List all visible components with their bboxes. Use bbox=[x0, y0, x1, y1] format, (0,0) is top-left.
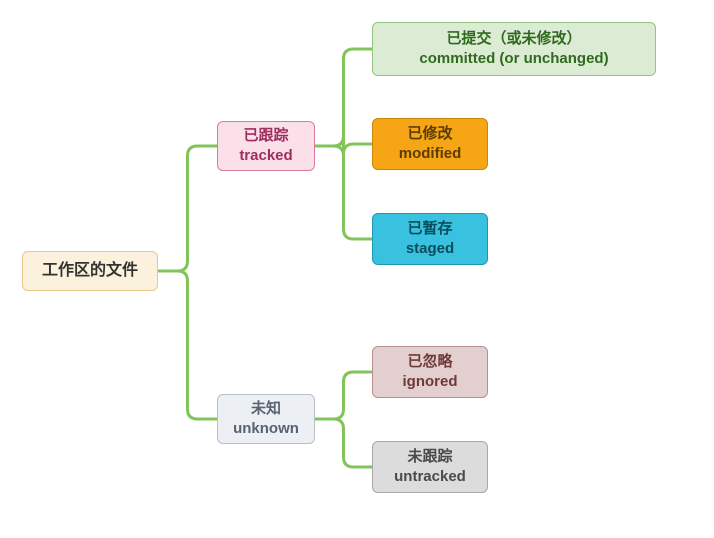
node-root-label: 工作区的文件 bbox=[42, 260, 138, 282]
node-untracked: 未跟踪 untracked bbox=[372, 441, 488, 493]
node-ignored-line1: 已忽略 bbox=[407, 352, 452, 372]
node-ignored: 已忽略 ignored bbox=[372, 346, 488, 398]
node-tracked-line1: 已跟踪 bbox=[243, 126, 288, 146]
node-unknown: 未知 unknown bbox=[217, 394, 315, 444]
node-untracked-line2: untracked bbox=[394, 467, 466, 487]
node-committed-line1: 已提交（或未修改） bbox=[446, 29, 581, 49]
node-unknown-line1: 未知 bbox=[251, 399, 281, 419]
node-tracked-line2: tracked bbox=[239, 146, 292, 166]
node-modified-line1: 已修改 bbox=[407, 124, 452, 144]
node-root: 工作区的文件 bbox=[22, 251, 158, 291]
node-staged-line2: staged bbox=[406, 239, 454, 259]
node-committed: 已提交（或未修改） committed (or unchanged) bbox=[372, 22, 656, 76]
node-staged-line1: 已暂存 bbox=[407, 219, 452, 239]
node-committed-line2: committed (or unchanged) bbox=[419, 49, 608, 69]
node-untracked-line1: 未跟踪 bbox=[407, 447, 452, 467]
node-tracked: 已跟踪 tracked bbox=[217, 121, 315, 171]
node-unknown-line2: unknown bbox=[233, 419, 299, 439]
node-staged: 已暂存 staged bbox=[372, 213, 488, 265]
node-ignored-line2: ignored bbox=[403, 372, 458, 392]
node-modified-line2: modified bbox=[399, 144, 462, 164]
node-modified: 已修改 modified bbox=[372, 118, 488, 170]
